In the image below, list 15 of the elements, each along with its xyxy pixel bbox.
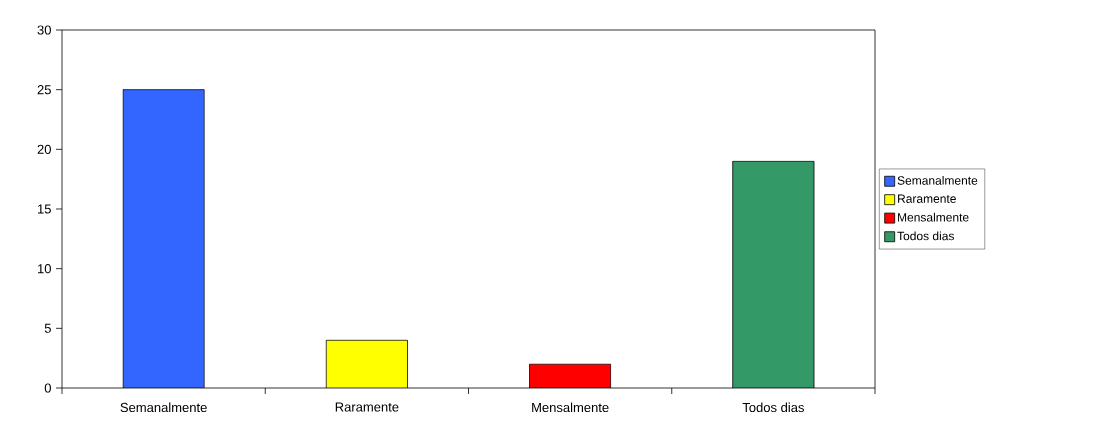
legend-label: Mensalmente <box>898 212 969 222</box>
x-tick-label: Todos dias <box>742 402 804 413</box>
y-tick-label: 20 <box>37 144 51 154</box>
y-tick-label: 15 <box>38 204 51 214</box>
x-tick-label: Semanalmente <box>120 402 207 413</box>
legend-label: Semanalmente <box>897 175 978 185</box>
y-tick-label: 0 <box>44 383 51 393</box>
y-tick-label: 5 <box>44 323 51 333</box>
y-tick-label: 10 <box>38 264 51 274</box>
x-tick-label: Raramente <box>335 402 399 412</box>
y-tick-label: 25 <box>37 85 51 95</box>
y-tick-label: 30 <box>37 25 51 35</box>
x-tick-label: Mensalmente <box>532 402 609 413</box>
legend-label: Todos dias <box>897 231 954 241</box>
legend-label: Raramente <box>898 194 956 203</box>
